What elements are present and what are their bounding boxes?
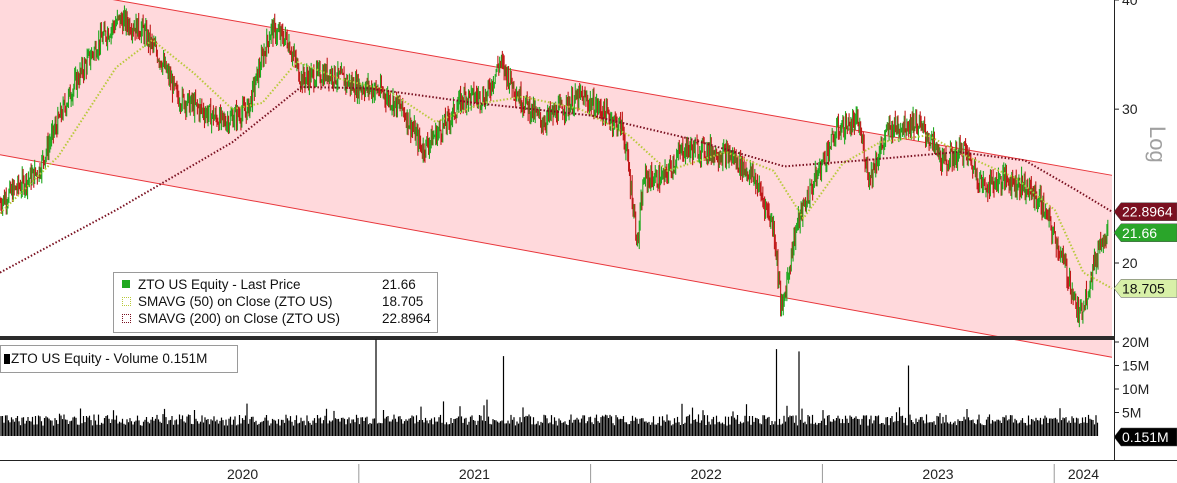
- last-value-tags: 22.8964 21.66 18.705 0.151M: [1113, 202, 1177, 447]
- channel-lower-line: [0, 154, 1113, 358]
- legend-item-sma50: SMAVG (50) on Close (ZTO US) 18.705: [120, 294, 430, 310]
- sma200-line: [0, 85, 1113, 274]
- sma200-swatch: [122, 314, 131, 323]
- tag-volume-text: 0.151M: [1122, 429, 1169, 445]
- price-tick-label: 40: [1122, 0, 1138, 8]
- year-label: 2022: [691, 466, 722, 482]
- tag-last-price-text: 21.66: [1122, 225, 1157, 241]
- year-label: 2020: [227, 466, 258, 482]
- log-scale-label: Log: [1145, 126, 1170, 163]
- volume-tick-label: 20M: [1122, 334, 1149, 350]
- channel-fill: [0, 0, 1112, 358]
- moving-averages: [0, 38, 1113, 290]
- legend-label-sma50: SMAVG (50) on Close (ZTO US): [138, 294, 333, 309]
- tag-sma200-bg: [1113, 202, 1177, 221]
- year-label: 2023: [922, 466, 953, 482]
- legend-label-sma200: SMAVG (200) on Close (ZTO US): [138, 311, 341, 326]
- price-tick-label: 30: [1122, 101, 1138, 117]
- last-price-swatch: [122, 280, 130, 288]
- legend-value-sma200: 22.8964: [382, 311, 431, 326]
- tag-sma200-text: 22.8964: [1122, 204, 1173, 220]
- year-label: 2024: [1068, 466, 1099, 482]
- volume-tick-label: 5M: [1122, 405, 1141, 421]
- volume-series: [0, 339, 1099, 436]
- volume-tick-label: 10M: [1122, 381, 1149, 397]
- year-label: 2021: [459, 466, 490, 482]
- tag-sma50-text: 18.705: [1122, 280, 1165, 296]
- sma50-swatch: [122, 297, 131, 306]
- chart-frame: [0, 0, 1177, 461]
- legend-value-sma50: 18.705: [382, 294, 424, 309]
- legend-item-last-price: ZTO US Equity - Last Price 21.66: [120, 277, 430, 293]
- price-tick-label: 20: [1122, 255, 1138, 271]
- pane-separator: [0, 336, 1115, 340]
- legend-label-last-price: ZTO US Equity - Last Price: [138, 277, 301, 292]
- volume-swatch: [4, 354, 10, 364]
- tag-volume-bg: [1113, 427, 1177, 447]
- price-series: [0, 5, 1109, 328]
- price-legend: ZTO US Equity - Last Price 21.66 SMAVG (…: [113, 272, 438, 333]
- volume-tick-label: 15M: [1122, 358, 1149, 374]
- legend-value-last-price: 21.66: [382, 277, 416, 292]
- tag-sma50-bg: [1113, 279, 1177, 298]
- axes: 20 30 40 5M 10M 15M 20M Log 2020 2021 2022 2023 2024: [227, 0, 1170, 483]
- sma50-line: [0, 38, 1113, 290]
- volume-legend: ZTO US Equity - Volume 0.151M: [0, 345, 238, 373]
- volume-legend-label: ZTO US Equity - Volume 0.151M: [11, 351, 208, 366]
- tag-last-price-bg: [1113, 223, 1177, 243]
- legend-item-sma200: SMAVG (200) on Close (ZTO US) 22.8964: [120, 311, 431, 327]
